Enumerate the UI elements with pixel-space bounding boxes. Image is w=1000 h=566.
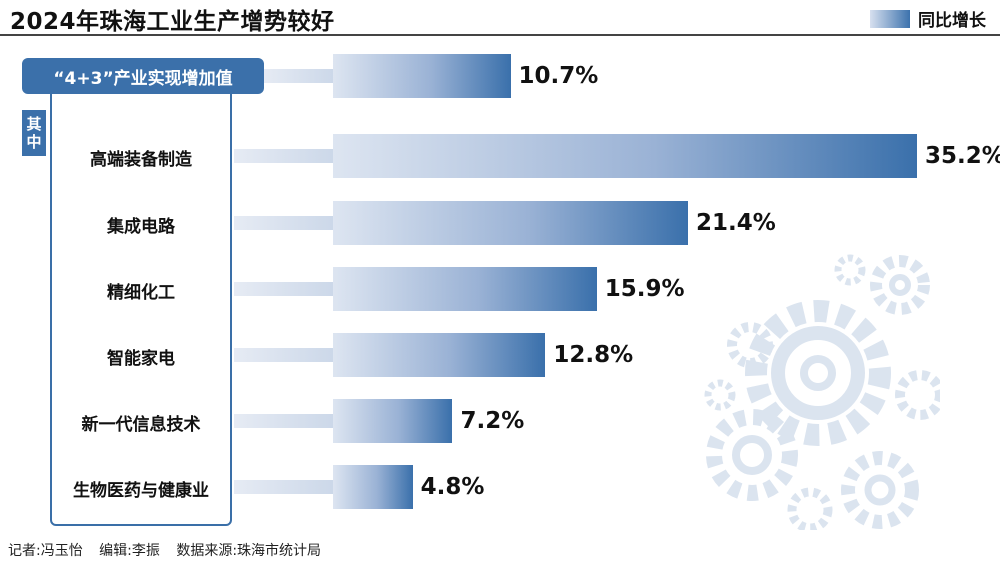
subgroup-char: 中 — [26, 133, 42, 151]
value-label: 7.2% — [460, 408, 525, 434]
legend-swatch — [870, 9, 910, 28]
bar — [333, 333, 546, 377]
footer: 记者:冯玉怡 编辑:李振 数据来源:珠海市统计局 — [8, 540, 333, 560]
bar — [333, 465, 413, 509]
bar-connector — [234, 282, 333, 296]
main-category-label: “4+3”产业实现增加值 — [22, 58, 264, 94]
bar — [333, 134, 917, 178]
category-label: 生物医药与健康业 — [73, 481, 209, 501]
bar-connector — [264, 69, 333, 83]
legend-label: 同比增长 — [918, 11, 986, 31]
subgroup-tag: 其 中 — [22, 110, 46, 156]
category-panel — [50, 84, 232, 526]
category-label: 精细化工 — [107, 283, 175, 303]
category-label: 集成电路 — [107, 217, 175, 237]
category-label: 高端装备制造 — [90, 150, 192, 170]
value-label: 10.7% — [518, 63, 599, 89]
gear-decoration-icon — [690, 245, 945, 534]
reporter-credit: 记者:冯玉怡 — [8, 543, 83, 559]
bar — [333, 54, 511, 98]
bar — [333, 399, 453, 443]
legend: 同比增长 — [870, 6, 986, 31]
bar — [333, 201, 689, 245]
data-source: 数据来源:珠海市统计局 — [176, 543, 322, 559]
value-label: 12.8% — [553, 342, 634, 368]
value-label: 35.2% — [925, 143, 1000, 169]
title-divider — [0, 34, 1000, 36]
value-label: 15.9% — [604, 276, 685, 302]
category-label: 智能家电 — [107, 349, 175, 369]
bar-connector — [234, 216, 333, 230]
bar-connector — [234, 414, 333, 428]
bar-connector — [234, 149, 333, 163]
category-label: 新一代信息技术 — [81, 415, 201, 435]
bar-connector — [234, 480, 333, 494]
bar — [333, 267, 597, 311]
chart-title: 2024年珠海工业生产增势较好 — [10, 9, 335, 35]
value-label: 21.4% — [696, 210, 776, 236]
subgroup-char: 其 — [26, 115, 42, 133]
bar-connector — [234, 348, 333, 362]
value-label: 4.8% — [420, 474, 485, 500]
editor-credit: 编辑:李振 — [99, 543, 160, 559]
